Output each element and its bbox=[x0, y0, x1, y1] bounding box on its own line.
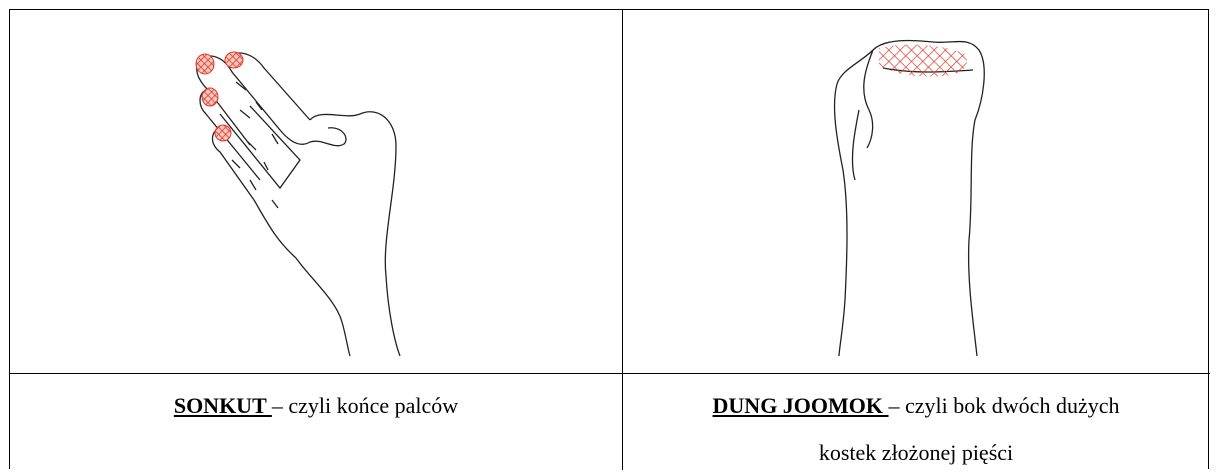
term: SONKUT bbox=[173, 393, 272, 418]
caption-text: – czyli bok dwóch dużych bbox=[888, 393, 1120, 418]
hand-illustration bbox=[195, 51, 401, 357]
table: SONKUT – czyli końce palców DUNG JOOMOK … bbox=[9, 9, 1210, 470]
page: SONKUT – czyli końce palców DUNG JOOMOK … bbox=[9, 9, 1210, 470]
row-divider bbox=[10, 373, 1210, 374]
caption-text: – czyli końce palców bbox=[271, 393, 459, 418]
column-divider bbox=[622, 10, 623, 470]
caption-cell: SONKUT – czyli końce palców bbox=[10, 382, 622, 429]
term: DUNG JOOMOK bbox=[712, 393, 889, 418]
caption-cell: DUNG JOOMOK – czyli bok dwóch dużych kos… bbox=[623, 382, 1209, 476]
caption-text: kostek złożonej pięści bbox=[818, 440, 1014, 465]
fist-illustration bbox=[833, 39, 985, 357]
